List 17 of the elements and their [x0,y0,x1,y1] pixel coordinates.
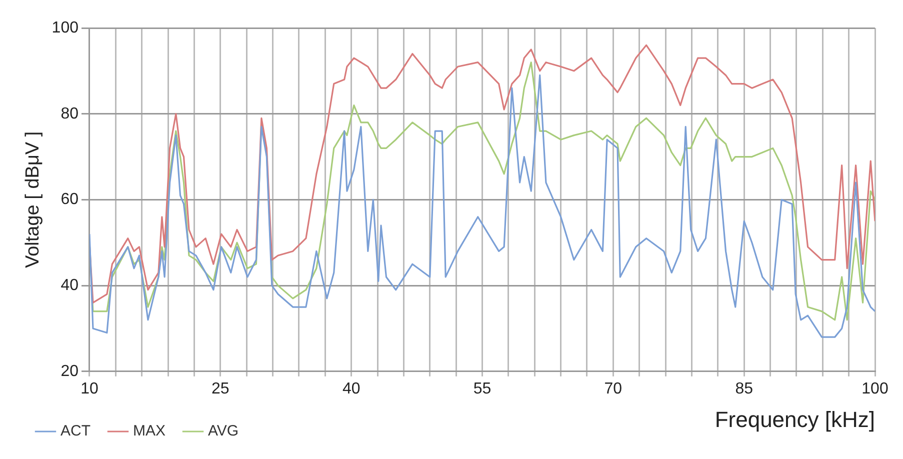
y-tick-label: 100 [52,19,79,36]
x-tick-label: 85 [735,380,754,398]
x-tick-label: 25 [212,380,230,398]
y-tick-label: 60 [60,191,79,208]
legend-label: MAX [133,422,166,440]
x-tick-label: 100 [862,380,888,398]
x-tick-label: 70 [604,380,622,398]
y-axis-title: Voltage [ dBμV ] [22,131,44,268]
legend-label: AVG [208,422,239,440]
x-tick-label: 10 [80,380,98,398]
x-tick-label: 40 [342,380,360,398]
y-tick-label: 40 [60,276,79,294]
y-tick-label: 80 [60,105,79,122]
y-tick-label: 20 [60,362,79,380]
x-tick-label: 55 [473,380,492,398]
x-axis-title: Frequency [kHz] [714,406,875,432]
legend-label: ACT [60,422,90,440]
